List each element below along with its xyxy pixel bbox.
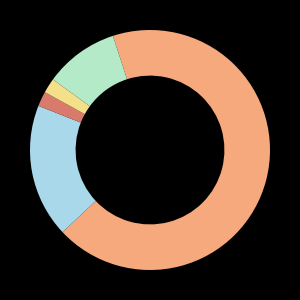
Wedge shape [30, 106, 96, 232]
Wedge shape [53, 36, 127, 106]
Wedge shape [62, 30, 270, 270]
Wedge shape [45, 80, 90, 114]
Wedge shape [38, 92, 85, 123]
